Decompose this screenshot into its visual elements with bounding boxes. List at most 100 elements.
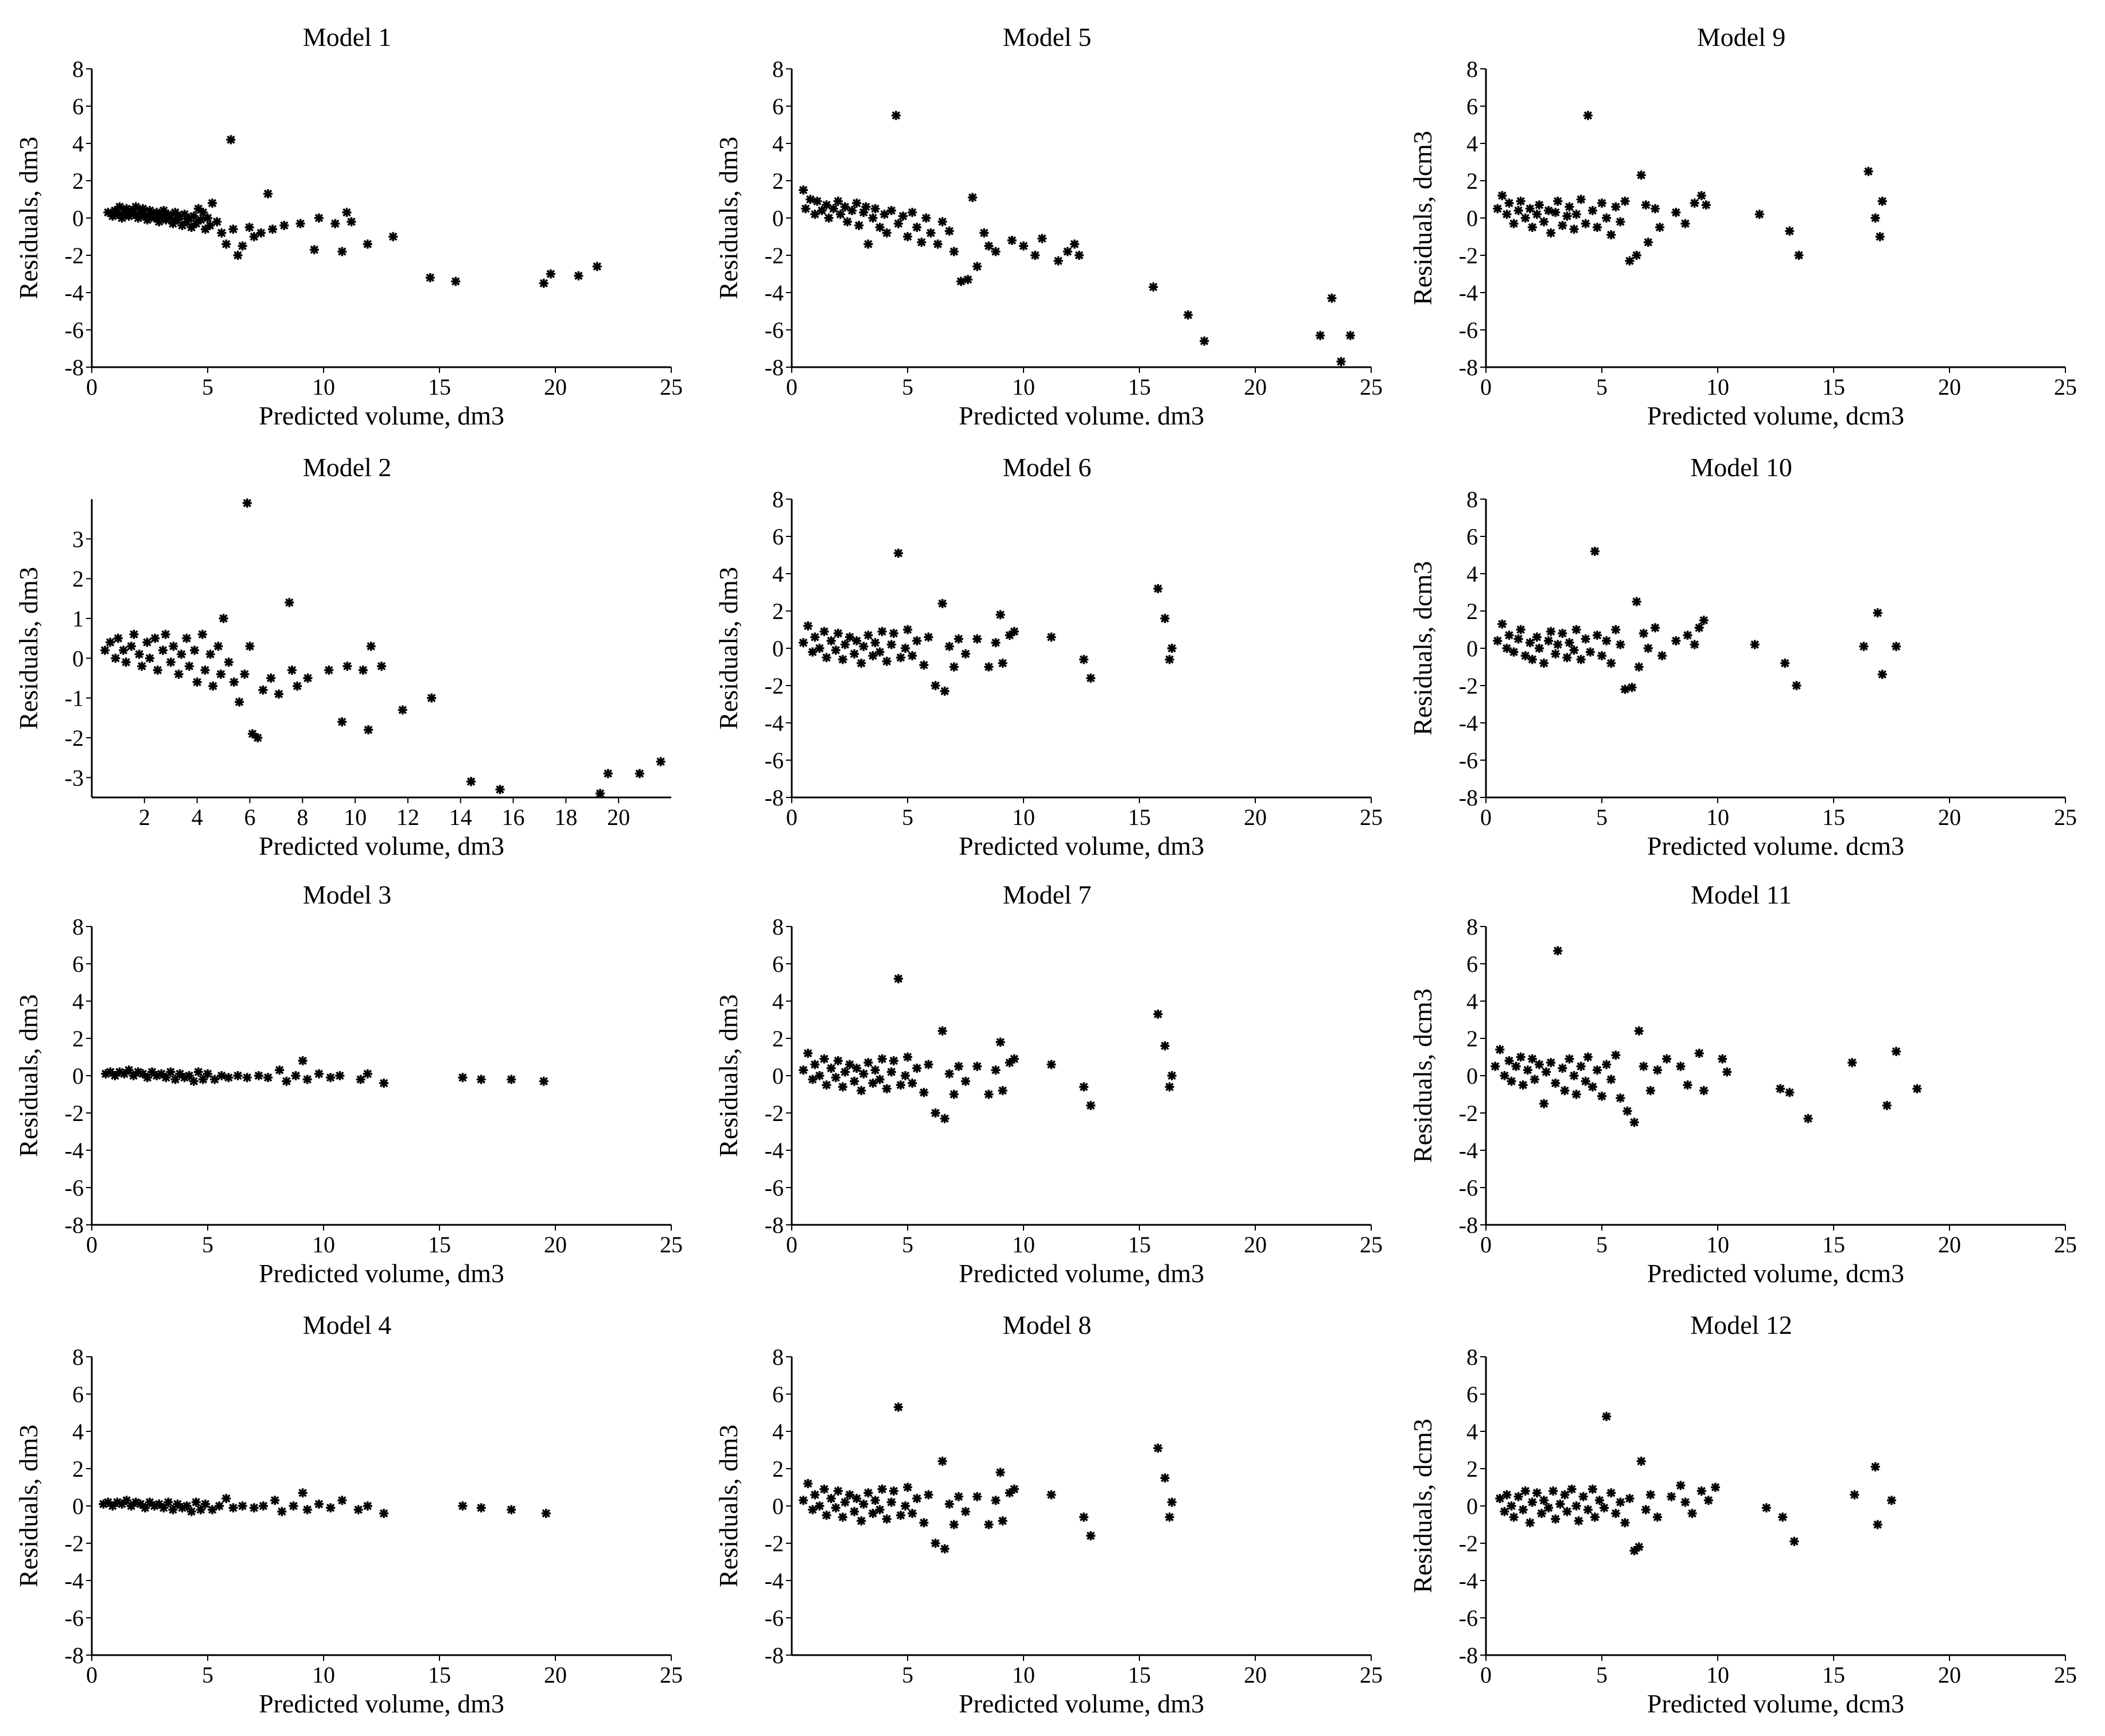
scatter-point — [875, 1075, 885, 1084]
x-tick-label: 10 — [1012, 1662, 1035, 1688]
scatter-point — [799, 1065, 808, 1075]
scatter-point — [1622, 1106, 1632, 1116]
scatter-point — [1636, 1457, 1646, 1466]
scatter-point — [842, 217, 852, 227]
scatter-point — [1583, 1505, 1593, 1515]
y-tick-label: 0 — [1466, 636, 1478, 661]
x-tick-label: 0 — [86, 1232, 98, 1258]
scatter-point — [1500, 1071, 1509, 1080]
scatter-point — [574, 271, 583, 281]
scatter-point — [1877, 196, 1887, 206]
scatter-point — [1785, 226, 1795, 236]
scatter-point — [184, 213, 194, 223]
scatter-point — [324, 665, 334, 675]
scatter-point — [1316, 330, 1325, 340]
x-tick-label: 20 — [544, 1662, 567, 1688]
scatter-point — [944, 641, 954, 651]
x-tick-label: 20 — [1938, 1232, 1961, 1258]
scatter-point — [1676, 1061, 1686, 1071]
scatter-point — [180, 1073, 189, 1083]
x-tick-label: 5 — [902, 1232, 913, 1258]
scatter-point — [1620, 196, 1630, 206]
scatter-point — [1551, 1079, 1561, 1088]
scatter-point — [302, 1075, 312, 1084]
scatter-point — [1629, 1546, 1639, 1555]
scatter-point — [1079, 655, 1089, 664]
scatter-point — [363, 1069, 372, 1079]
y-axis-label: Residuals, dm3 — [14, 994, 43, 1157]
scatter-point — [1009, 1484, 1019, 1494]
scatter-point — [150, 1501, 159, 1511]
scatter-point — [451, 277, 461, 286]
scatter-point — [893, 548, 903, 558]
scatter-point — [1565, 1054, 1574, 1064]
scatter-point — [859, 641, 869, 651]
scatter-point — [1546, 228, 1556, 238]
y-tick-label: 6 — [72, 951, 84, 977]
scatter-point — [266, 674, 276, 683]
scatter-point — [213, 641, 223, 651]
scatter-point — [258, 1501, 268, 1511]
y-tick-label: 6 — [72, 94, 84, 119]
scatter-point — [1551, 649, 1561, 659]
scatter-point — [134, 649, 144, 659]
scatter-point — [138, 204, 147, 213]
x-axis-label: Predicted volume, dm3 — [959, 831, 1204, 861]
scatter-point — [940, 1544, 950, 1554]
scatter-point — [1676, 1481, 1686, 1490]
scatter-point — [1590, 1512, 1600, 1522]
x-tick-label: 4 — [192, 804, 203, 830]
scatter-point — [1581, 634, 1590, 644]
scatter-point — [799, 1496, 808, 1505]
scatter-point — [819, 626, 829, 636]
y-tick-label: 2 — [1466, 168, 1478, 194]
scatter-point — [1046, 632, 1056, 642]
scatter-point — [254, 1071, 263, 1080]
scatter-point — [852, 198, 862, 208]
y-tick-label: -2 — [65, 1100, 84, 1126]
scatter-point — [1571, 1501, 1581, 1511]
scatter-point — [1574, 1516, 1583, 1525]
x-tick-label: 0 — [786, 804, 797, 830]
y-tick-label: 6 — [72, 1381, 84, 1407]
scatter-point — [808, 647, 818, 657]
scatter-point — [388, 232, 398, 242]
y-tick-label: -6 — [765, 317, 784, 343]
scatter-point — [1546, 626, 1556, 636]
scatter-point — [854, 221, 864, 230]
scatter-point — [852, 1494, 862, 1503]
y-tick-label: 1 — [72, 606, 84, 632]
y-axis-label: Residuals, dcm3 — [1408, 561, 1437, 735]
y-tick-label: -8 — [1459, 1212, 1478, 1238]
scatter-point — [831, 645, 841, 655]
y-axis-label: Residuals, dcm3 — [1408, 131, 1437, 305]
scatter-point — [1870, 1462, 1880, 1472]
scatter-point — [184, 1071, 194, 1080]
x-tick-label: 5 — [1596, 1232, 1608, 1258]
scatter-point — [113, 633, 123, 643]
scatter-point — [1652, 1065, 1662, 1075]
scatter-point — [169, 641, 178, 651]
scatter-point — [205, 221, 215, 230]
scatter-point — [656, 757, 666, 766]
scatter-point — [1750, 640, 1760, 649]
scatter-point — [995, 1468, 1005, 1477]
scatter-point — [868, 213, 878, 223]
scatter-point — [244, 223, 254, 232]
x-axis-label: Predicted volume, dm3 — [259, 831, 504, 861]
y-tick-label: -4 — [765, 1138, 784, 1163]
x-tick-label: 10 — [1706, 1232, 1729, 1258]
y-tick-label: -8 — [765, 1642, 784, 1668]
scatter-point — [1616, 1497, 1625, 1507]
scatter-point — [810, 209, 820, 219]
scatter-point — [824, 213, 834, 223]
scatter-point — [129, 629, 139, 639]
scatter-point — [995, 1037, 1005, 1047]
scatter-point — [893, 219, 903, 228]
y-tick-label: 8 — [1466, 486, 1478, 512]
scatter-point — [1086, 674, 1096, 683]
scatter-point — [379, 1079, 389, 1088]
scatter-point — [289, 1501, 298, 1511]
scatter-point — [314, 213, 324, 223]
scatter-point — [863, 1058, 873, 1068]
